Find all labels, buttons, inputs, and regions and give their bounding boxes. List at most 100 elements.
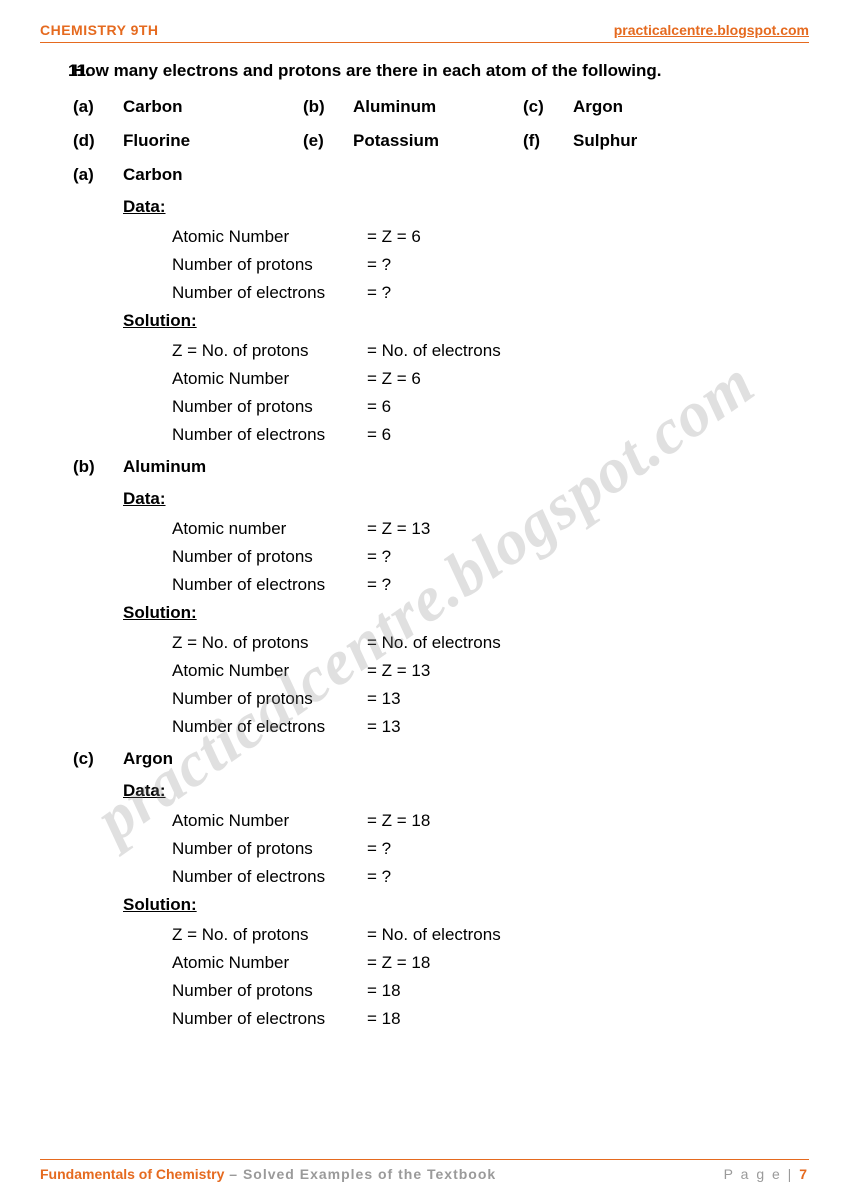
opt-value: Potassium (353, 131, 523, 151)
data-line: Atomic number= Z = 13 (172, 519, 809, 539)
value: = ? (367, 867, 809, 887)
data-line: Atomic Number= Z = 18 (172, 811, 809, 831)
label: Number of electrons (172, 867, 367, 887)
label: Number of protons (172, 255, 367, 275)
value: = 6 (367, 397, 809, 417)
data-line: Number of protons= 13 (172, 689, 809, 709)
header-link[interactable]: practicalcentre.blogspot.com (614, 22, 809, 38)
section-name: Argon (123, 749, 809, 769)
data-line: Number of protons= 6 (172, 397, 809, 417)
footer-left: Fundamentals of Chemistry – Solved Examp… (40, 1166, 496, 1182)
label: Z = No. of protons (172, 341, 367, 361)
solution-heading: Solution: (123, 895, 809, 915)
section-b-head: (b) Aluminum (73, 457, 809, 477)
data-line: Number of electrons= 6 (172, 425, 809, 445)
data-heading: Data: (123, 781, 809, 801)
value: = Z = 18 (367, 953, 809, 973)
label: Atomic Number (172, 953, 367, 973)
value: = No. of electrons (367, 633, 809, 653)
opt-value: Argon (573, 97, 809, 117)
label: Number of electrons (172, 283, 367, 303)
label: Number of protons (172, 689, 367, 709)
value: = Z = 6 (367, 369, 809, 389)
footer-title: Fundamentals of Chemistry (40, 1166, 224, 1182)
opt-value: Aluminum (353, 97, 523, 117)
data-line: Number of electrons= 13 (172, 717, 809, 737)
opt-label: (b) (303, 97, 353, 117)
section-a-head: (a) Carbon (73, 165, 809, 185)
value: = 13 (367, 717, 809, 737)
data-line: Number of electrons= 18 (172, 1009, 809, 1029)
data-line: Number of protons= ? (172, 547, 809, 567)
footer-subtitle: – Solved Examples of the Textbook (224, 1166, 496, 1182)
options-row-1: (a) Carbon (b) Aluminum (c) Argon (73, 97, 809, 117)
value: = Z = 6 (367, 227, 809, 247)
value: = No. of electrons (367, 925, 809, 945)
opt-value: Carbon (123, 97, 303, 117)
data-line: Atomic Number= Z = 6 (172, 369, 809, 389)
opt-label: (f) (523, 131, 573, 151)
label: Number of protons (172, 397, 367, 417)
opt-value: Sulphur (573, 131, 809, 151)
opt-label: (c) (523, 97, 573, 117)
data-line: Z = No. of protons= No. of electrons (172, 925, 809, 945)
opt-value: Fluorine (123, 131, 303, 151)
data-line: Number of protons= ? (172, 255, 809, 275)
section-letter: (a) (73, 165, 123, 185)
label: Atomic Number (172, 369, 367, 389)
value: = Z = 13 (367, 519, 809, 539)
value: = ? (367, 547, 809, 567)
label: Atomic Number (172, 227, 367, 247)
opt-label: (a) (73, 97, 123, 117)
page-header: CHEMISTRY 9TH practicalcentre.blogspot.c… (40, 22, 809, 43)
opt-label: (e) (303, 131, 353, 151)
page-label: P a g e | (724, 1166, 800, 1182)
label: Number of protons (172, 839, 367, 859)
data-line: Z = No. of protons= No. of electrons (172, 633, 809, 653)
value: = Z = 13 (367, 661, 809, 681)
label: Atomic number (172, 519, 367, 539)
value: = ? (367, 283, 809, 303)
question-number: 11. (68, 61, 91, 81)
value: = 13 (367, 689, 809, 709)
value: = ? (367, 575, 809, 595)
solution-heading: Solution: (123, 311, 809, 331)
watermark: practicalcentre.blogspot.com (82, 345, 768, 856)
label: Number of electrons (172, 1009, 367, 1029)
value: = Z = 18 (367, 811, 809, 831)
section-c-head: (c) Argon (73, 749, 809, 769)
data-line: Number of protons= ? (172, 839, 809, 859)
header-left: CHEMISTRY 9TH (40, 22, 159, 38)
label: Number of electrons (172, 425, 367, 445)
data-line: Atomic Number= Z = 18 (172, 953, 809, 973)
solution-heading: Solution: (123, 603, 809, 623)
label: Number of electrons (172, 575, 367, 595)
opt-label: (d) (73, 131, 123, 151)
data-line: Atomic Number= Z = 13 (172, 661, 809, 681)
page-footer: Fundamentals of Chemistry – Solved Examp… (40, 1159, 809, 1182)
label: Number of protons (172, 547, 367, 567)
value: = 6 (367, 425, 809, 445)
footer-right: P a g e | 7 (724, 1166, 809, 1182)
data-line: Number of protons= 18 (172, 981, 809, 1001)
label: Atomic Number (172, 661, 367, 681)
label: Number of protons (172, 981, 367, 1001)
value: = ? (367, 839, 809, 859)
label: Number of electrons (172, 717, 367, 737)
data-line: Number of electrons= ? (172, 575, 809, 595)
label: Z = No. of protons (172, 925, 367, 945)
value: = No. of electrons (367, 341, 809, 361)
value: = 18 (367, 1009, 809, 1029)
data-heading: Data: (123, 197, 809, 217)
label: Z = No. of protons (172, 633, 367, 653)
data-line: Number of electrons= ? (172, 867, 809, 887)
label: Atomic Number (172, 811, 367, 831)
page-number: 7 (799, 1166, 809, 1182)
section-letter: (b) (73, 457, 123, 477)
section-name: Aluminum (123, 457, 809, 477)
data-heading: Data: (123, 489, 809, 509)
question-text: How many electrons and protons are there… (73, 61, 809, 81)
data-line: Atomic Number= Z = 6 (172, 227, 809, 247)
value: = ? (367, 255, 809, 275)
section-name: Carbon (123, 165, 809, 185)
